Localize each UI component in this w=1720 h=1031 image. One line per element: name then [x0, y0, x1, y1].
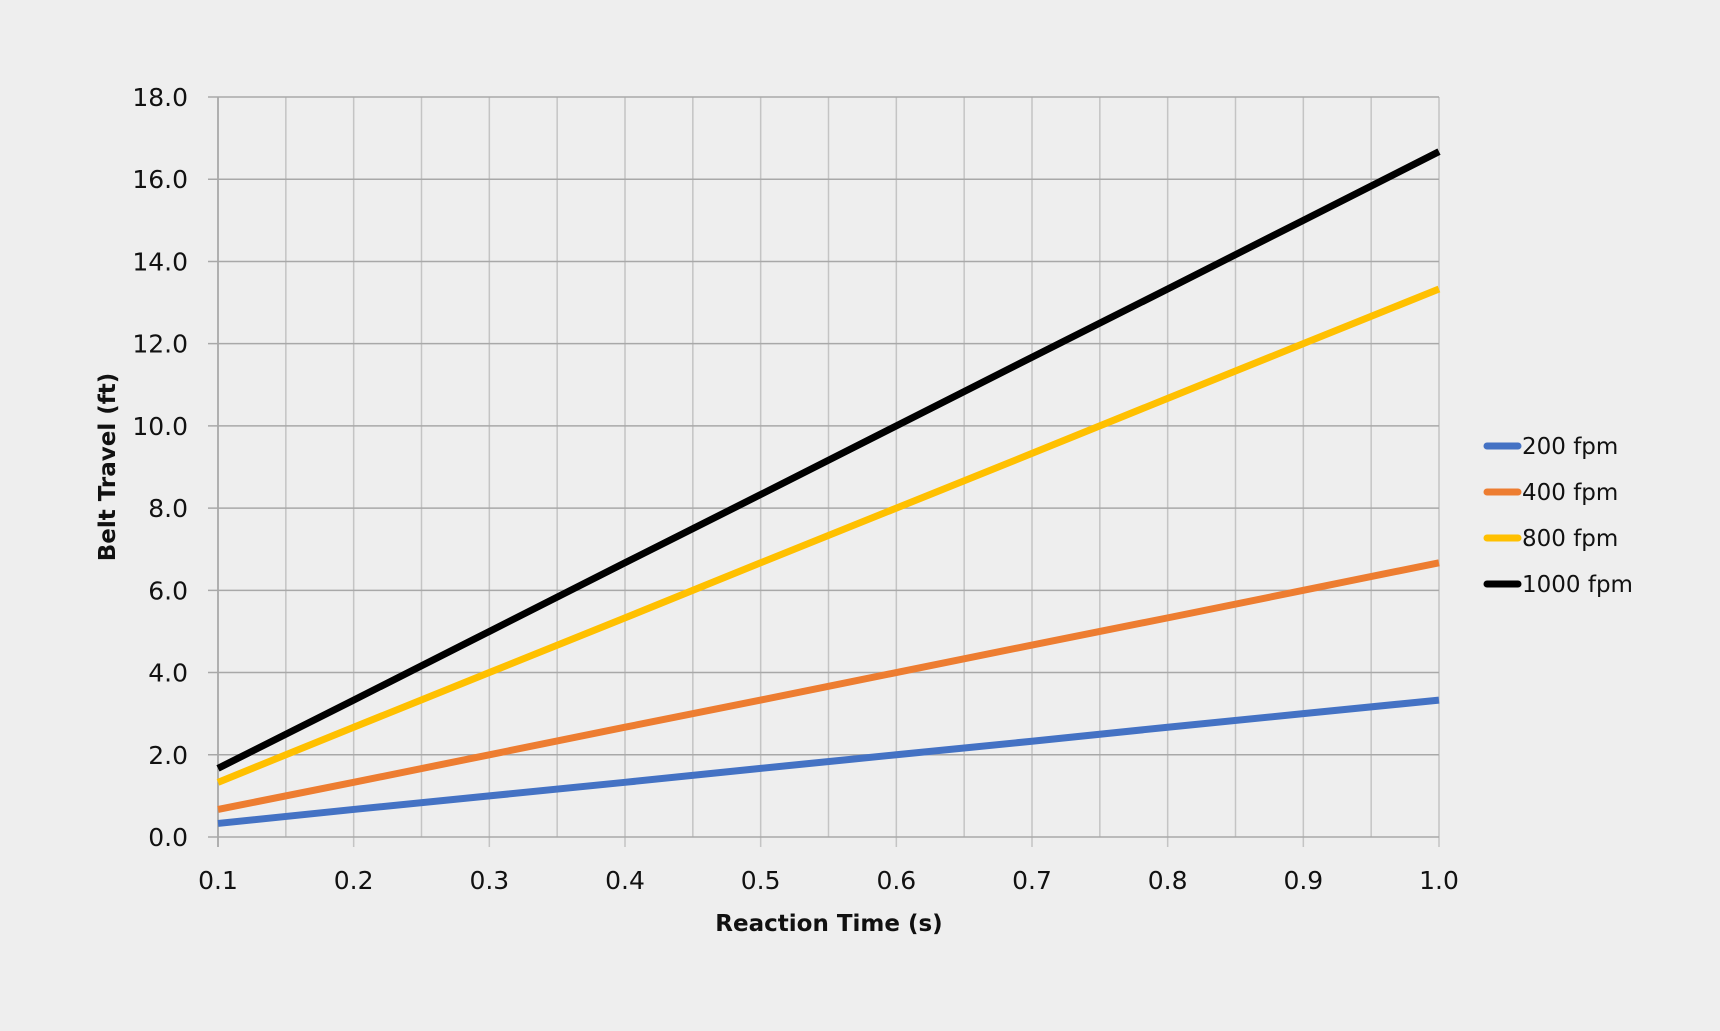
grid-lines — [208, 96, 1440, 847]
y-tick-label: 0.0 — [148, 823, 188, 852]
y-axis-ticks: 0.0 2.0 4.0 6.0 8.0 10.0 12.0 14.0 16.0 18.0 — [132, 83, 188, 852]
x-tick-label: 0.2 — [334, 866, 374, 895]
y-tick-label: 10.0 — [132, 412, 188, 441]
series-line-200-fpm — [217, 696, 1440, 827]
x-tick-label: 0.5 — [741, 866, 781, 895]
legend-label: 200 fpm — [1522, 434, 1618, 460]
series-line-1000-fpm — [216, 148, 1441, 772]
data-series — [216, 148, 1441, 827]
y-tick-label: 4.0 — [148, 659, 188, 688]
y-tick-label: 18.0 — [132, 83, 188, 112]
x-axis-title: Reaction Time (s) — [715, 911, 942, 937]
y-tick-label: 6.0 — [148, 576, 188, 605]
x-tick-label: 1.0 — [1419, 866, 1459, 895]
legend: 200 fpm 400 fpm 800 fpm 1000 fpm — [1483, 434, 1633, 598]
series-line-800-fpm — [216, 285, 1441, 786]
x-tick-label: 0.3 — [469, 866, 509, 895]
y-tick-label: 8.0 — [148, 494, 188, 523]
legend-label: 1000 fpm — [1522, 572, 1633, 598]
x-tick-label: 0.6 — [876, 866, 916, 895]
x-axis-ticks: 0.1 0.2 0.3 0.4 0.5 0.6 0.7 0.8 0.9 1.0 — [198, 866, 1459, 895]
x-tick-label: 0.9 — [1283, 866, 1323, 895]
y-tick-label: 2.0 — [148, 741, 188, 770]
x-tick-label: 0.4 — [605, 866, 645, 895]
y-tick-label: 16.0 — [132, 165, 188, 194]
x-tick-label: 0.1 — [198, 866, 238, 895]
y-tick-label: 12.0 — [132, 330, 188, 359]
series-line-400-fpm — [217, 559, 1440, 813]
x-tick-label: 0.8 — [1148, 866, 1188, 895]
legend-label: 400 fpm — [1522, 480, 1618, 506]
x-tick-label: 0.7 — [1012, 866, 1052, 895]
y-tick-label: 14.0 — [132, 247, 188, 276]
y-axis-title: Belt Travel (ft) — [95, 373, 121, 562]
legend-label: 800 fpm — [1522, 526, 1618, 552]
